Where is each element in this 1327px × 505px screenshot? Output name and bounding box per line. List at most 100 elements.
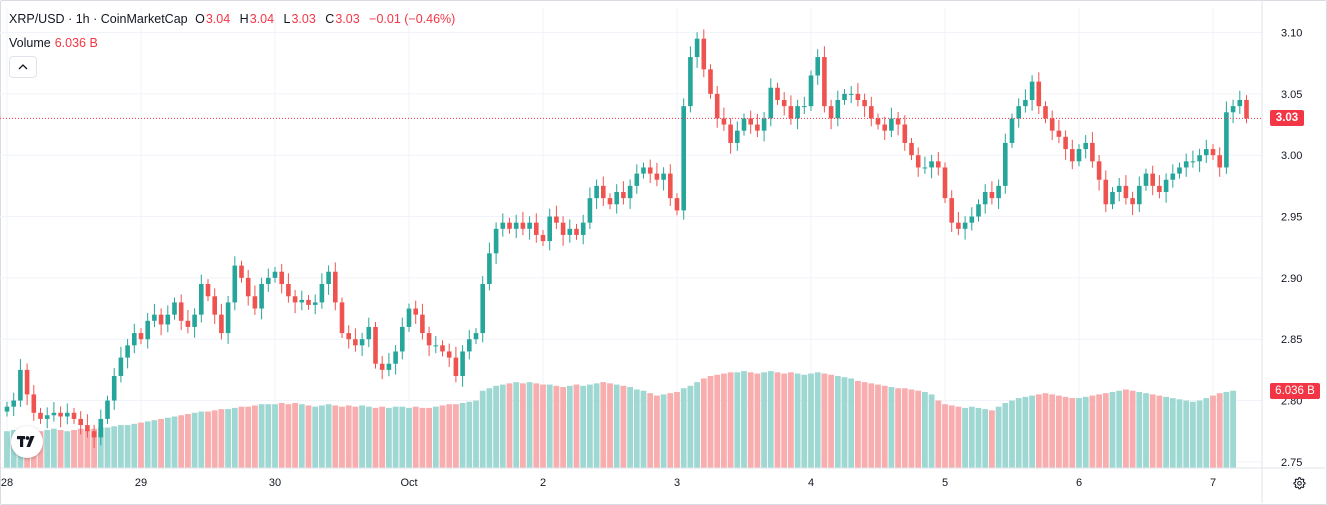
volume-bar <box>975 407 982 468</box>
candle-body <box>105 400 110 419</box>
candle-body <box>969 216 975 223</box>
candle-body <box>788 106 794 119</box>
symbol-label[interactable]: XRP/USD <box>9 12 65 26</box>
volume-bar <box>935 400 942 468</box>
candle-body <box>138 333 144 340</box>
volume-bar <box>1015 398 1022 468</box>
candle-body <box>453 357 459 376</box>
volume-bar <box>319 405 325 468</box>
candle-body <box>132 333 137 346</box>
candle-body <box>279 271 284 284</box>
candle-body <box>641 167 646 174</box>
candle-body <box>594 185 599 199</box>
candle-body <box>1143 173 1149 186</box>
price-tick-label: 2.90 <box>1281 273 1302 285</box>
candle-body <box>1070 149 1075 162</box>
candle-body <box>178 302 184 321</box>
volume-bar <box>1109 391 1116 468</box>
candle-body <box>24 369 30 395</box>
candle-body <box>85 425 90 432</box>
interval-label[interactable]: 1h <box>75 12 90 26</box>
price-tick-label: 2.75 <box>1281 457 1302 469</box>
candle-body <box>627 185 633 199</box>
volume-bar <box>493 385 499 468</box>
candle-body <box>862 100 867 107</box>
volume-bar <box>915 390 922 468</box>
volume-bar <box>1169 398 1176 468</box>
candle-body <box>560 222 566 235</box>
candle-body <box>768 87 774 119</box>
volume-bar <box>459 402 466 468</box>
volume-bar <box>218 409 225 468</box>
volume-bar <box>687 385 694 468</box>
candle-body <box>299 299 305 303</box>
legend-separator: · <box>93 12 98 26</box>
candle-body <box>694 38 700 58</box>
candle-body <box>956 222 961 229</box>
candle-body <box>406 308 412 327</box>
candle-body <box>18 369 23 401</box>
candle-body <box>266 277 271 284</box>
volume-bar <box>1156 395 1163 468</box>
candle-body <box>835 100 841 119</box>
volume-bar <box>97 427 104 468</box>
volume-bar <box>881 385 888 468</box>
volume-bar <box>794 373 801 468</box>
candle-body <box>580 222 586 235</box>
volume-bar <box>332 405 339 468</box>
candle-body <box>1063 136 1068 150</box>
volume-bar <box>312 406 319 468</box>
time-tick-label: 7 <box>1210 477 1216 489</box>
candle-body <box>1230 106 1236 113</box>
volume-bar <box>345 405 352 468</box>
volume-bar <box>566 385 573 468</box>
candle-body <box>500 222 506 229</box>
low-label: L <box>283 12 291 26</box>
candle-body <box>44 415 50 419</box>
candle-body <box>534 222 539 235</box>
candle-body <box>393 351 398 364</box>
volume-bar <box>446 404 453 468</box>
volume-bar <box>1190 401 1196 468</box>
candle-body <box>781 100 787 107</box>
candle-body <box>4 406 10 412</box>
tradingview-logo-icon[interactable] <box>11 426 43 458</box>
volume-bar <box>928 394 935 468</box>
price-axis: 3.103.053.002.952.902.852.802.75 <box>1261 0 1302 503</box>
volume-bar <box>479 390 486 468</box>
candle-body <box>554 216 559 223</box>
candle-body <box>775 87 780 100</box>
volume-bar <box>191 412 198 468</box>
volume-bar <box>707 376 714 468</box>
volume-bar <box>205 411 211 468</box>
volume-bar <box>654 395 660 468</box>
collapse-legend-button[interactable] <box>9 56 37 78</box>
candle-body <box>78 418 83 426</box>
candle-body <box>815 57 820 76</box>
volume-bar <box>546 384 553 468</box>
volume-bar <box>513 382 520 468</box>
chart-settings-button[interactable] <box>1290 474 1308 492</box>
volume-bar <box>821 373 828 468</box>
volume-bar <box>124 425 131 468</box>
time-tick-label: 6 <box>1076 477 1082 489</box>
volume-bar <box>948 405 955 468</box>
candle-body <box>848 93 854 95</box>
volume-bar <box>801 374 808 468</box>
volume-bar <box>1082 396 1089 468</box>
volume-bar <box>895 388 901 468</box>
volume-bar <box>1062 396 1069 468</box>
volume-bar <box>1230 390 1236 468</box>
candle-body <box>38 412 43 419</box>
candle-body <box>507 222 512 229</box>
candle-body <box>446 351 452 358</box>
volume-bar <box>4 431 10 468</box>
volume-bar <box>627 387 633 468</box>
volume-bar <box>788 372 794 468</box>
volume-label[interactable]: Volume <box>9 36 51 50</box>
candle-body <box>882 124 887 131</box>
candle-body <box>540 234 546 242</box>
volume-bar <box>741 371 747 468</box>
high-label: H <box>239 12 249 26</box>
